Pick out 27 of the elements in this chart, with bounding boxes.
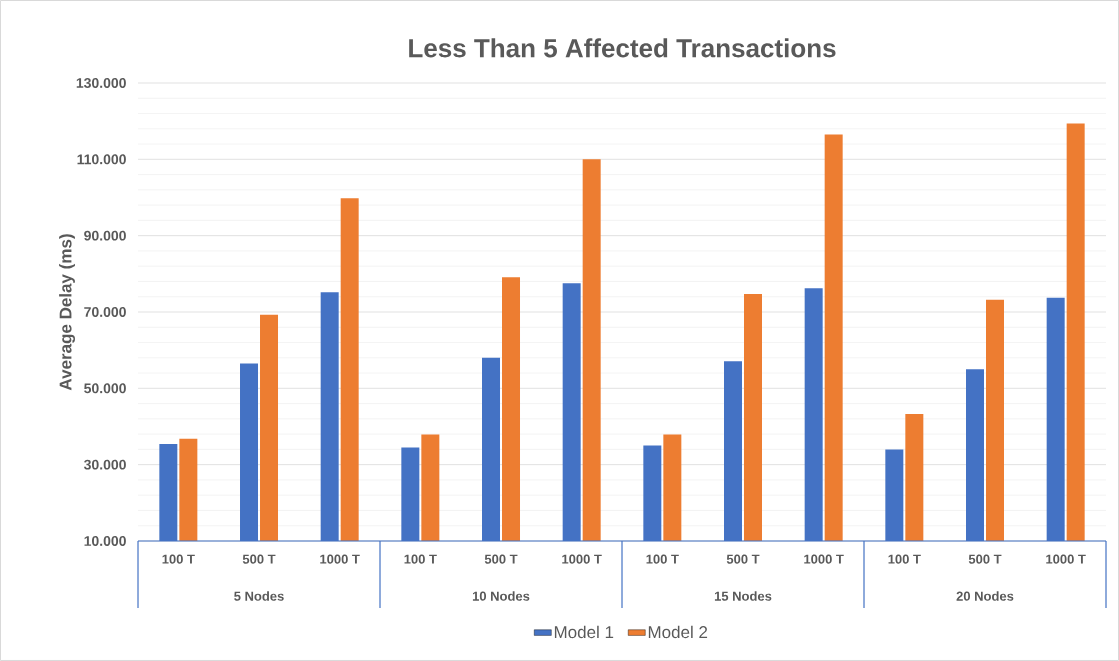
legend-label: Model 2 — [648, 625, 708, 639]
x-tick-label: 500 T — [484, 554, 518, 564]
x-tick-label: 100 T — [404, 554, 437, 564]
y-tick-label: 90.000 — [84, 230, 126, 241]
x-tick-label: 500 T — [726, 554, 760, 564]
legend-label: Model 1 — [554, 625, 614, 639]
x-tick-label: 1000 T — [320, 554, 360, 564]
y-tick-label: 70.000 — [84, 307, 126, 317]
x-tick-label: 100 T — [646, 554, 679, 564]
x-tick-label: 100 T — [162, 554, 195, 564]
x-tick-label: 1000 T — [562, 554, 602, 564]
x-tick-label: 100 T — [888, 554, 921, 564]
y-tick-label: 50.000 — [84, 383, 126, 394]
y-tick-label: 30.000 — [83, 459, 126, 470]
y-tick-label: 130.000 — [76, 78, 126, 88]
x-tick-label: 1000 T — [1046, 554, 1086, 564]
x-tick-label: 1000 T — [804, 554, 844, 564]
text: 20 Nodes — [956, 591, 1014, 601]
text: 15 Nodes — [714, 591, 772, 601]
text: 10 Nodes — [472, 591, 530, 601]
y-tick-label: 10.000 — [84, 536, 126, 546]
chart-title: Less Than 5 Affected Transactions — [409, 38, 836, 58]
y-tick-label: 110.000 — [77, 154, 126, 165]
x-tick-label: 500 T — [968, 554, 1002, 564]
x-tick-label: 500 T — [242, 554, 276, 564]
text: 5 Nodes — [234, 591, 284, 601]
y-axis-title: Average Delay (ms) — [59, 234, 76, 391]
